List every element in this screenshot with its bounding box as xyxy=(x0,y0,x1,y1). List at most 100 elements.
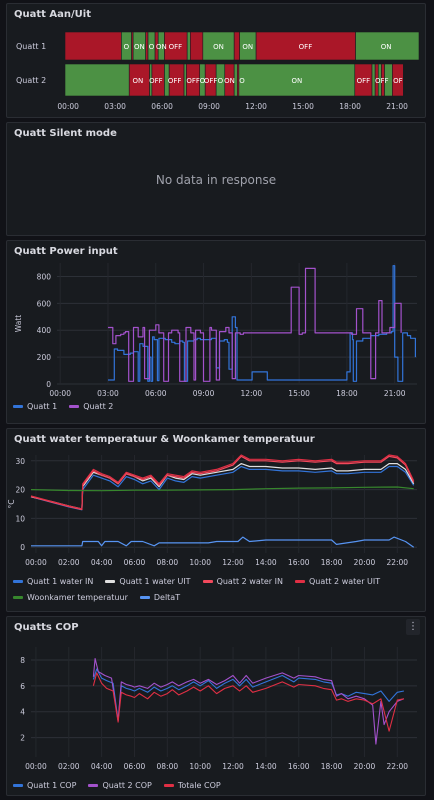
legend-item[interactable]: Quatt 2 water IN xyxy=(202,577,283,586)
legend-item[interactable]: DeltaT xyxy=(139,593,180,602)
y-tick-label: 30 xyxy=(15,457,25,466)
legend-item[interactable]: Totale COP xyxy=(163,781,221,790)
panel-title[interactable]: Quatt Power input xyxy=(14,246,118,257)
x-tick-label: 21:00 xyxy=(386,102,408,111)
series-line-quatt-2-water-in[interactable] xyxy=(30,455,415,511)
timeline-segment-label: ON xyxy=(213,43,224,51)
timeline-segment-label: ON xyxy=(242,43,253,51)
timeline-segment-label: O xyxy=(218,77,224,85)
series-line-quatt-2[interactable] xyxy=(108,267,402,382)
panel-title[interactable]: Quatts COP xyxy=(14,622,79,633)
timeline-segment-on[interactable] xyxy=(238,63,356,97)
legend-item[interactable]: Quatt 2 xyxy=(69,402,113,411)
timeline-segment-label: OFF xyxy=(357,77,371,85)
panel-quatts-cop: Quatts COP ⋮ 2 4 6 8 00:00 02:00 04:00 06:00 08:… xyxy=(6,616,426,796)
x-tick-label: 03:00 xyxy=(104,102,126,111)
timeline-segment-off[interactable] xyxy=(255,31,356,61)
x-tick-label: 20:00 xyxy=(354,558,376,567)
legend-swatch xyxy=(13,580,23,583)
legend-swatch xyxy=(202,580,213,583)
panel-quatt-aan-uit: Quatt Aan/Uit Quatt 1 O ON O ON OFF ON ON OFF ON Q… xyxy=(6,3,426,118)
timeline-segment-on[interactable] xyxy=(355,31,420,61)
legend-item[interactable]: Quatt 1 water UIT xyxy=(105,577,191,586)
y-tick-label: 800 xyxy=(37,272,52,281)
legend-label: Quatt 1 water UIT xyxy=(119,577,191,586)
chart-legend: Quatt 1 water IN Quatt 1 water UIT Quatt 2… xyxy=(13,577,425,602)
x-tick-label: 06:00 xyxy=(151,102,173,111)
power-chart[interactable]: 0 200 400 600 800 00:00 03:00 06:00 09:00 12:00 15… xyxy=(7,241,426,424)
y-tick-label: 8 xyxy=(20,656,25,665)
y-tick-label: 20 xyxy=(15,486,25,495)
legend-item[interactable]: Quatt 2 water UIT xyxy=(294,577,380,586)
timeline-segment-off[interactable] xyxy=(392,63,404,97)
timeline-segment-label: ON xyxy=(291,77,302,85)
series-line-woonkamer-temperatuur[interactable] xyxy=(30,486,414,492)
timeline-segment-label: ON xyxy=(381,43,392,51)
x-tick-label: 10:00 xyxy=(189,762,211,771)
timeline-segment-label: OFF xyxy=(186,77,200,85)
x-tick-label: 03:00 xyxy=(97,389,119,398)
x-tick-label: 18:00 xyxy=(339,102,361,111)
timeline-segment-off[interactable] xyxy=(145,31,149,61)
panel-title[interactable]: Quatt Aan/Uit xyxy=(14,9,91,20)
timeline-segment-label: OFF xyxy=(149,77,163,85)
x-tick-label: 00:00 xyxy=(49,389,71,398)
legend-swatch xyxy=(163,784,174,787)
legend-item[interactable]: Quatt 2 COP xyxy=(88,781,152,790)
x-tick-label: 18:00 xyxy=(321,762,343,771)
timeline-segment-on[interactable] xyxy=(64,63,130,97)
series-line-quatt-1-water-in[interactable] xyxy=(30,465,415,511)
timeline-segment-label: O xyxy=(239,77,245,85)
timeline-segment-on[interactable] xyxy=(186,31,191,61)
y-tick-label: 600 xyxy=(37,299,52,308)
legend-swatch xyxy=(294,580,305,583)
legend-swatch xyxy=(105,580,116,583)
x-tick-label: 08:00 xyxy=(157,762,179,771)
legend-swatch xyxy=(13,596,23,599)
legend-swatch xyxy=(88,784,99,787)
x-tick-label: 16:00 xyxy=(288,558,310,567)
timeline-segment-off[interactable] xyxy=(64,31,122,61)
y-tick-label: 0 xyxy=(46,380,51,389)
x-tick-label: 12:00 xyxy=(222,762,244,771)
series-line-quatt-1[interactable] xyxy=(108,265,416,382)
series-line-deltat[interactable] xyxy=(31,536,415,548)
panel-title[interactable]: Quatt Silent mode xyxy=(14,128,117,139)
timeline-segment-label: OFF xyxy=(375,77,389,85)
panel-menu-icon[interactable]: ⋮ xyxy=(406,619,420,635)
panel-title[interactable]: Quatt water temperatuur & Woonkamer temp… xyxy=(14,434,315,445)
x-tick-label: 06:00 xyxy=(124,762,146,771)
legend-swatch xyxy=(13,784,23,787)
x-tick-label: 08:00 xyxy=(157,558,179,567)
y-axis-label: Watt xyxy=(14,315,23,332)
panel-quatt-silent-mode: Quatt Silent mode No data in response xyxy=(6,122,426,236)
series-line-quatt-2-water-uit[interactable] xyxy=(30,454,415,510)
y-axis-label: °C xyxy=(7,500,16,509)
legend-item[interactable]: Woonkamer temperatuur xyxy=(13,593,128,602)
x-tick-label: 12:00 xyxy=(241,389,263,398)
cop-chart[interactable]: 2 4 6 8 00:00 02:00 04:00 06:00 08:00 10:00 12:00 1… xyxy=(7,617,426,796)
x-tick-label: 06:00 xyxy=(124,558,146,567)
x-tick-label: 21:00 xyxy=(384,389,406,398)
water-temperature-chart[interactable]: 0 10 20 30 00:00 02:00 04:00 06:00 08:00 10:00 12:… xyxy=(7,429,426,612)
legend-swatch xyxy=(13,405,23,408)
x-tick-label: 14:00 xyxy=(255,558,277,567)
legend-item[interactable]: Quatt 1 water IN xyxy=(13,577,93,586)
series-line-quatt-1-water-uit[interactable] xyxy=(30,463,415,510)
series-line-quatt-1-cop[interactable] xyxy=(92,668,405,722)
legend-item[interactable]: Quatt 1 xyxy=(13,402,57,411)
x-tick-label: 18:00 xyxy=(321,558,343,567)
timeline-row-label: Quatt 2 xyxy=(16,76,46,85)
x-tick-label: 18:00 xyxy=(336,389,358,398)
timeline-segment-off[interactable] xyxy=(190,31,204,61)
y-tick-label: 400 xyxy=(37,326,52,335)
series-line-totale-cop[interactable] xyxy=(92,672,405,732)
series-line-quatt-2-cop[interactable] xyxy=(92,658,405,745)
legend-item[interactable]: Quatt 1 COP xyxy=(13,781,76,790)
no-data-message: No data in response xyxy=(155,173,277,187)
timeline-segment-off[interactable] xyxy=(233,31,240,61)
x-tick-label: 04:00 xyxy=(91,762,113,771)
y-tick-label: 6 xyxy=(20,682,25,691)
x-tick-label: 00:00 xyxy=(25,762,47,771)
